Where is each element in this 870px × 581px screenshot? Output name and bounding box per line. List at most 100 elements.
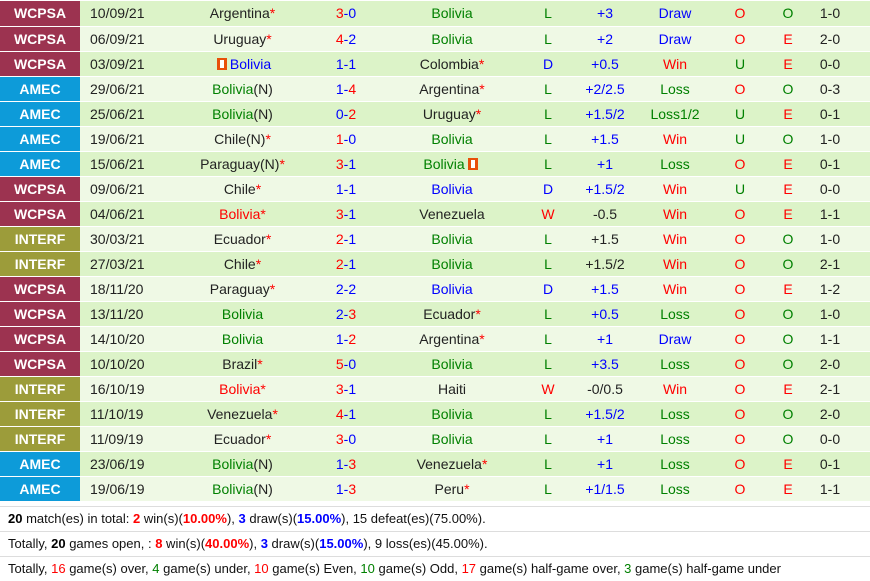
team-name[interactable]: Bolivia xyxy=(212,105,254,122)
result: D xyxy=(522,276,574,302)
home-team: Brazil* xyxy=(175,351,310,377)
home-goals: 3 xyxy=(335,430,344,447)
home-goals: 1 xyxy=(335,55,344,72)
team-name[interactable]: Chile xyxy=(223,255,256,272)
half-time-score: 2-1 xyxy=(810,251,850,277)
half-time-score: 0-0 xyxy=(810,426,850,452)
team-name[interactable]: Argentina xyxy=(419,330,480,347)
away-team: Bolivia xyxy=(382,226,522,252)
team-name[interactable]: Venezuela xyxy=(419,205,485,222)
score: 2-1 xyxy=(310,226,382,252)
team-name[interactable]: Bolivia xyxy=(431,30,473,47)
over-under: O xyxy=(714,301,766,327)
away-goals: 1 xyxy=(348,205,357,222)
home-goals: 1 xyxy=(335,455,344,472)
home-goals: 4 xyxy=(335,405,344,422)
handicap: +1.5/2 xyxy=(574,401,636,427)
team-name[interactable]: Bolivia xyxy=(221,330,264,347)
odd-even: O xyxy=(766,1,810,27)
summary-segment: 10 xyxy=(254,560,269,576)
odd-even: E xyxy=(766,451,810,477)
team-name[interactable]: Bolivia xyxy=(431,130,473,147)
half-time-score: 1-2 xyxy=(810,276,850,302)
home-team: Bolivia(N) xyxy=(175,101,310,127)
half-time-over-under: O xyxy=(850,26,870,52)
team-name[interactable]: Ecuador xyxy=(213,430,266,447)
team-name[interactable]: Bolivia xyxy=(431,255,473,272)
home-star: * xyxy=(272,405,278,422)
handicap-result: Win xyxy=(636,226,714,252)
competition-badge: WCPSA xyxy=(0,326,80,352)
home-goals: 1 xyxy=(335,480,344,497)
away-goals: 1 xyxy=(348,155,357,172)
summary-segment: win(s)( xyxy=(140,510,183,526)
team-name[interactable]: Ecuador xyxy=(213,230,266,247)
team-name[interactable]: Uruguay xyxy=(422,105,476,122)
team-name[interactable]: Bolivia xyxy=(431,355,473,372)
team-name[interactable]: Uruguay xyxy=(213,30,267,47)
team-name[interactable]: Bolivia xyxy=(423,155,465,172)
team-name[interactable]: Bolivia xyxy=(431,280,473,297)
score: 1-3 xyxy=(310,476,382,502)
team-name[interactable]: Bolivia xyxy=(212,455,254,472)
team-name[interactable]: Bolivia xyxy=(219,380,261,397)
team-name[interactable]: Chile xyxy=(223,180,256,197)
away-team: Peru* xyxy=(382,476,522,502)
team-name[interactable]: Brazil xyxy=(222,355,258,372)
away-team: Bolivia xyxy=(382,426,522,452)
competition-badge: INTERF xyxy=(0,401,80,427)
match-date: 11/10/19 xyxy=(80,401,175,427)
team-name[interactable]: Bolivia xyxy=(431,430,473,447)
team-name[interactable]: Argentina xyxy=(209,5,270,22)
handicap: +2 xyxy=(574,26,636,52)
team-name[interactable]: Bolivia xyxy=(229,55,272,72)
team-name[interactable]: Argentina xyxy=(419,80,480,97)
score-sep: - xyxy=(343,455,349,472)
half-time-score: 1-0 xyxy=(810,226,850,252)
competition-badge: WCPSA xyxy=(0,1,80,27)
team-name[interactable]: Ecuador xyxy=(423,305,476,322)
away-team: Bolivia xyxy=(382,1,522,27)
match-date: 18/11/20 xyxy=(80,276,175,302)
team-name[interactable]: Bolivia xyxy=(212,480,254,497)
summary-segment: ), xyxy=(249,535,261,551)
team-name[interactable]: Chile xyxy=(214,130,246,147)
table-row: INTERF 11/09/19 Ecuador* 3-0 Bolivia L +1 Loss O… xyxy=(0,426,870,452)
team-name[interactable]: Bolivia xyxy=(219,205,261,222)
team-name[interactable]: Bolivia xyxy=(431,230,473,247)
table-row: AMEC 25/06/21 Bolivia(N) 0-2 Uruguay* L +1.5/2… xyxy=(0,101,870,127)
team-name[interactable]: Bolivia xyxy=(431,180,473,197)
score: 3-0 xyxy=(310,426,382,452)
score-sep: - xyxy=(343,405,349,422)
team-name[interactable]: Peru xyxy=(434,480,465,497)
home-goals: 1 xyxy=(335,180,344,197)
home-team: Bolivia* xyxy=(175,376,310,402)
handicap-result: Win xyxy=(636,376,714,402)
handicap-result: Loss xyxy=(636,301,714,327)
odd-even: E xyxy=(766,51,810,77)
team-name[interactable]: Bolivia xyxy=(431,5,473,22)
team-name[interactable]: Venezuela xyxy=(416,455,482,472)
table-row: WCPSA 06/09/21 Uruguay* 4-2 Bolivia L +2 Draw O E… xyxy=(0,26,870,52)
team-name[interactable]: Bolivia xyxy=(212,80,254,97)
handicap: +1/1.5 xyxy=(574,476,636,502)
team-name[interactable]: Bolivia xyxy=(431,405,473,422)
team-name[interactable]: Colombia xyxy=(419,55,479,72)
away-team: Bolivia xyxy=(382,351,522,377)
over-under: O xyxy=(714,226,766,252)
team-name[interactable]: Bolivia xyxy=(221,305,264,322)
away-team: Bolivia xyxy=(382,26,522,52)
away-team: Bolivia xyxy=(382,126,522,152)
score-sep: - xyxy=(343,155,349,172)
team-name[interactable]: Paraguay xyxy=(209,280,270,297)
team-name[interactable]: Haiti xyxy=(437,380,466,397)
odd-even: O xyxy=(766,426,810,452)
result: L xyxy=(522,401,574,427)
team-name[interactable]: Venezuela xyxy=(207,405,273,422)
score: 0-2 xyxy=(310,101,382,127)
score: 1-3 xyxy=(310,451,382,477)
team-name[interactable]: Paraguay xyxy=(200,155,261,172)
score: 1-0 xyxy=(310,126,382,152)
half-time-score: 2-0 xyxy=(810,401,850,427)
handicap: -0/0.5 xyxy=(574,376,636,402)
